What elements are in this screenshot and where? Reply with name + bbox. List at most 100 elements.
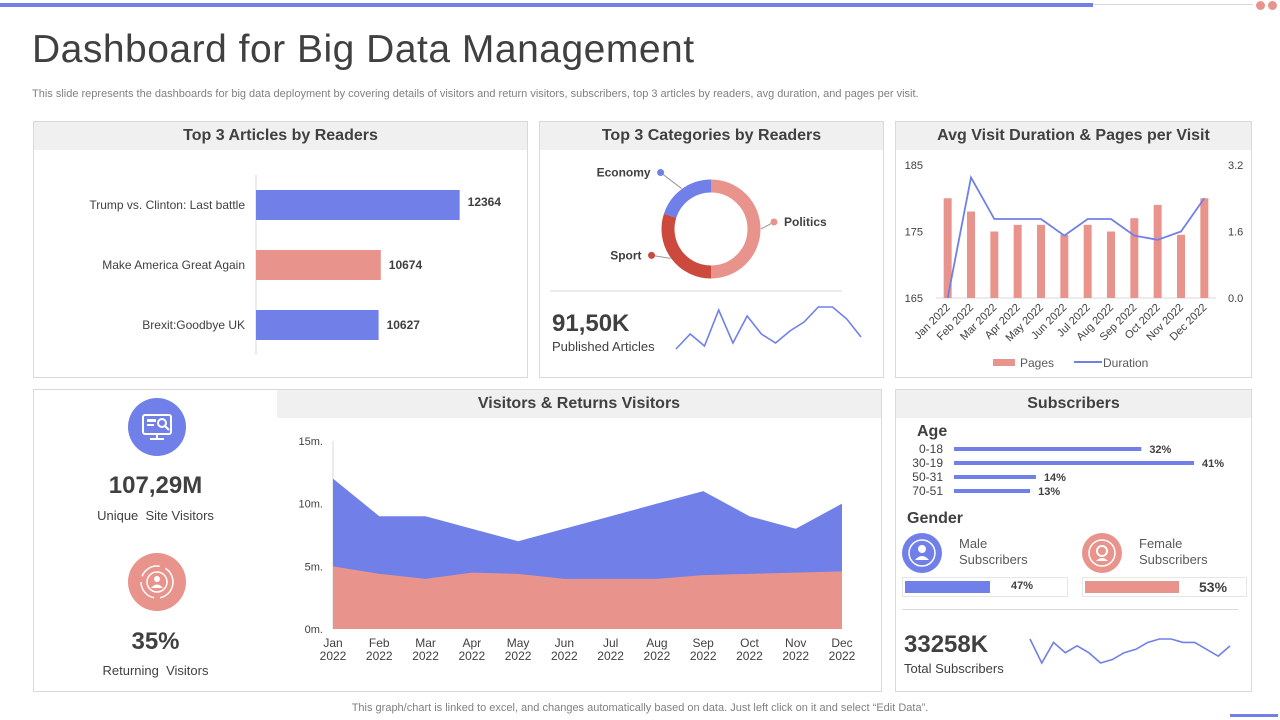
returning-user-icon [128, 553, 186, 611]
female-label-2: Subscribers [1139, 552, 1208, 567]
article-label: Brexit:Goodbye UK [142, 318, 245, 332]
visitors-year-tick: 2022 [690, 649, 717, 663]
pages-bar [1013, 224, 1022, 298]
age-label: 0-18 [919, 442, 943, 456]
article-label: Trump vs. Clinton: Last battle [89, 198, 245, 212]
visitors-year-tick: 2022 [366, 649, 393, 663]
page-title: Dashboard for Big Data Management [32, 28, 695, 71]
categories-panel-title: Top 3 Categories by Readers [540, 122, 883, 150]
gender-title: Gender [907, 510, 964, 527]
footer-note: This graph/chart is linked to excel, and… [351, 702, 929, 714]
male-label-2: Subscribers [959, 552, 1028, 567]
donut-label: Economy [597, 166, 651, 180]
age-value: 14% [1044, 472, 1066, 484]
footer-accent-bar [1230, 714, 1278, 717]
pages-bar [967, 211, 975, 298]
total-subscribers-value: 33258K [904, 631, 989, 658]
left-axis-tick: 185 [905, 160, 923, 172]
male-icon [902, 533, 942, 573]
visitors-year-tick: 2022 [736, 649, 763, 663]
articles-bar-chart[interactable]: Trump vs. Clinton: Last battle 12364 Make … [34, 150, 527, 377]
pages-bar [1130, 218, 1139, 298]
female-pct-bar [1085, 581, 1179, 593]
age-value: 13% [1038, 486, 1060, 498]
subscribers-sparkline-line [1029, 638, 1231, 665]
visitors-month-tick: Apr [462, 636, 481, 650]
left-axis-tick: 165 [905, 293, 923, 305]
pages-bar [990, 231, 999, 298]
visitors-year-tick: 2022 [458, 649, 485, 663]
subscribers-sparkline [1029, 638, 1231, 665]
visitors-year-tick: 2022 [551, 649, 578, 663]
donut-label: Politics [784, 215, 827, 229]
subscribers-panel[interactable]: Subscribers Age 0-18 32% 30-19 41% 50-31 14% 7… [895, 389, 1252, 692]
article-bar [256, 250, 381, 280]
age-label: 70-51 [912, 484, 943, 498]
visitors-month-tick: Feb [369, 636, 390, 650]
age-label: 30-19 [912, 456, 943, 470]
visitors-chart-title: Visitors & Returns Visitors [277, 390, 881, 418]
unique-visitors-label: Unique Site Visitors [97, 508, 214, 523]
age-bar-chart[interactable]: 0-18 32% 30-19 41% 50-31 14% 70-51 13% [896, 442, 1251, 504]
donut-marker [770, 218, 778, 226]
categories-donut-chart[interactable]: Politics Sport Economy [540, 150, 883, 377]
female-pct-track: 53% [1082, 577, 1247, 597]
article-bar [256, 310, 379, 340]
avg-visit-panel[interactable]: Avg Visit Duration & Pages per Visit 165… [895, 121, 1252, 378]
decor-dot [1256, 1, 1265, 10]
visitors-year-tick: 2022 [320, 649, 347, 663]
article-value: 12364 [468, 195, 502, 209]
age-title: Age [917, 423, 948, 440]
male-pct-track: 47% [902, 577, 1068, 597]
top-accent-bar [0, 3, 1093, 7]
visitors-month-tick: Sep [693, 636, 715, 650]
visitors-year-tick: 2022 [782, 649, 809, 663]
visitors-area-chart[interactable]: 0m.5m.10m.15m.Jan2022Feb2022Mar2022Apr20… [277, 418, 881, 691]
published-articles-value: 91,50K [552, 310, 630, 337]
visitors-panel[interactable]: 107,29M Unique Site Visitors 35% Returni… [33, 389, 882, 692]
donut-slice [663, 179, 712, 219]
female-icon [1082, 533, 1122, 573]
left-axis-tick: 175 [905, 227, 923, 239]
divider [902, 609, 1238, 610]
legend-pages-swatch [993, 359, 1015, 366]
article-label: Make America Great Again [102, 258, 245, 272]
visitors-month-tick: Jan [323, 636, 342, 650]
visitors-y-tick: 0m. [305, 624, 323, 636]
decor-dot [1268, 1, 1277, 10]
male-pct-value: 47% [1011, 580, 1034, 592]
visitors-month-tick: Aug [646, 636, 667, 650]
donut-marker [648, 251, 656, 259]
visitors-month-tick: Jun [555, 636, 574, 650]
total-subscribers-label: Total Subscribers [904, 661, 1004, 676]
visitors-year-tick: 2022 [412, 649, 439, 663]
age-value: 32% [1149, 444, 1171, 456]
right-axis-tick: 3.2 [1228, 160, 1243, 172]
returning-visitors-value: 35% [131, 628, 180, 655]
age-label: 50-31 [912, 470, 943, 484]
visitors-month-tick: Mar [415, 636, 436, 650]
categories-panel[interactable]: Top 3 Categories by Readers Politics Spor… [539, 121, 884, 378]
visitors-month-tick: Dec [831, 636, 852, 650]
visitors-y-tick: 10m. [299, 499, 323, 511]
age-bar [954, 461, 1194, 465]
monitor-icon [128, 398, 186, 456]
pages-bar [1083, 224, 1092, 298]
duration-line [946, 174, 1206, 299]
articles-panel[interactable]: Top 3 Articles by Readers Trump vs. Clin… [33, 121, 528, 378]
pages-bar [1060, 234, 1069, 298]
top-accent-line [1093, 4, 1253, 5]
visitors-year-tick: 2022 [644, 649, 671, 663]
male-pct-bar [905, 581, 991, 593]
pages-bar [1107, 231, 1115, 298]
published-articles-label: Published Articles [552, 339, 655, 354]
visitors-y-tick: 5m. [305, 561, 323, 573]
visitors-month-tick: Nov [785, 636, 806, 650]
pages-bar [943, 198, 952, 298]
articles-sparkline [675, 306, 862, 350]
male-label-1: Male [959, 536, 988, 551]
donut-slice [710, 179, 761, 279]
visitors-year-tick: 2022 [829, 649, 856, 663]
visitors-year-tick: 2022 [597, 649, 624, 663]
